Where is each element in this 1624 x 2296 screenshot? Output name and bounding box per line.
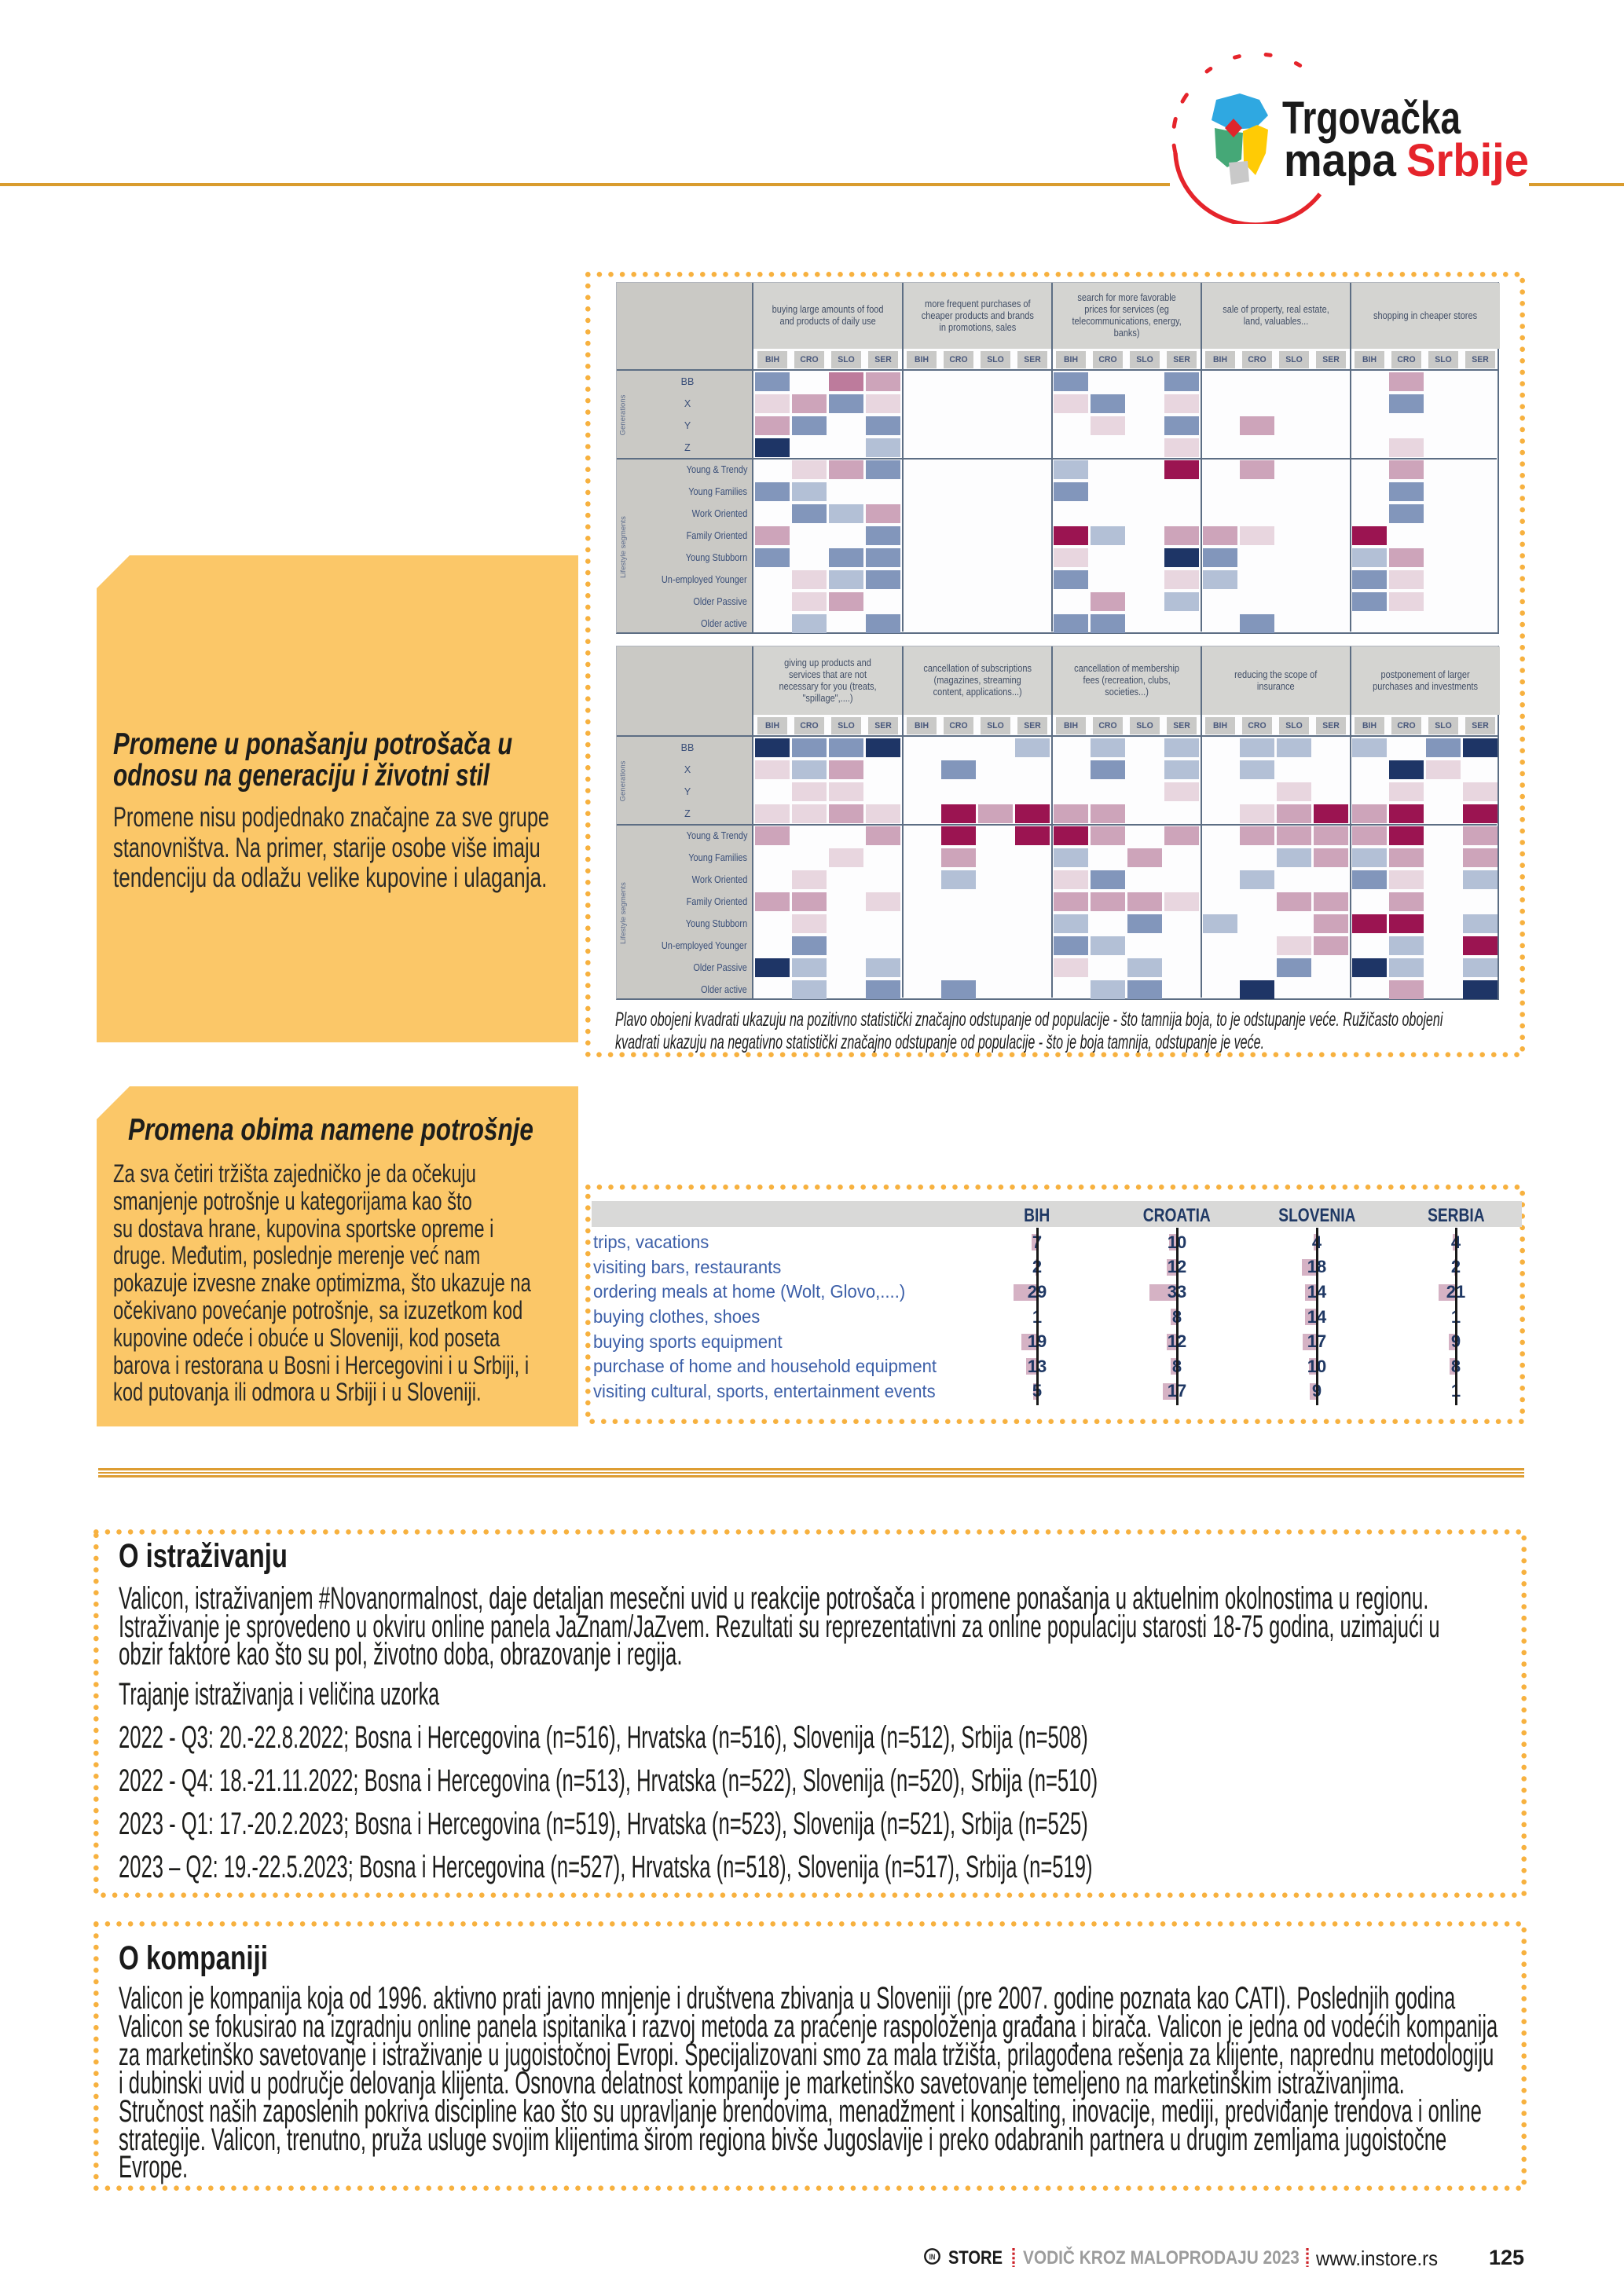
svg-text:Srbije: Srbije [1406, 135, 1529, 186]
svg-text:Trgovačka: Trgovačka [1282, 93, 1461, 144]
svg-text:IN: IN [929, 2252, 936, 2261]
svg-text:mapa: mapa [1284, 135, 1397, 186]
